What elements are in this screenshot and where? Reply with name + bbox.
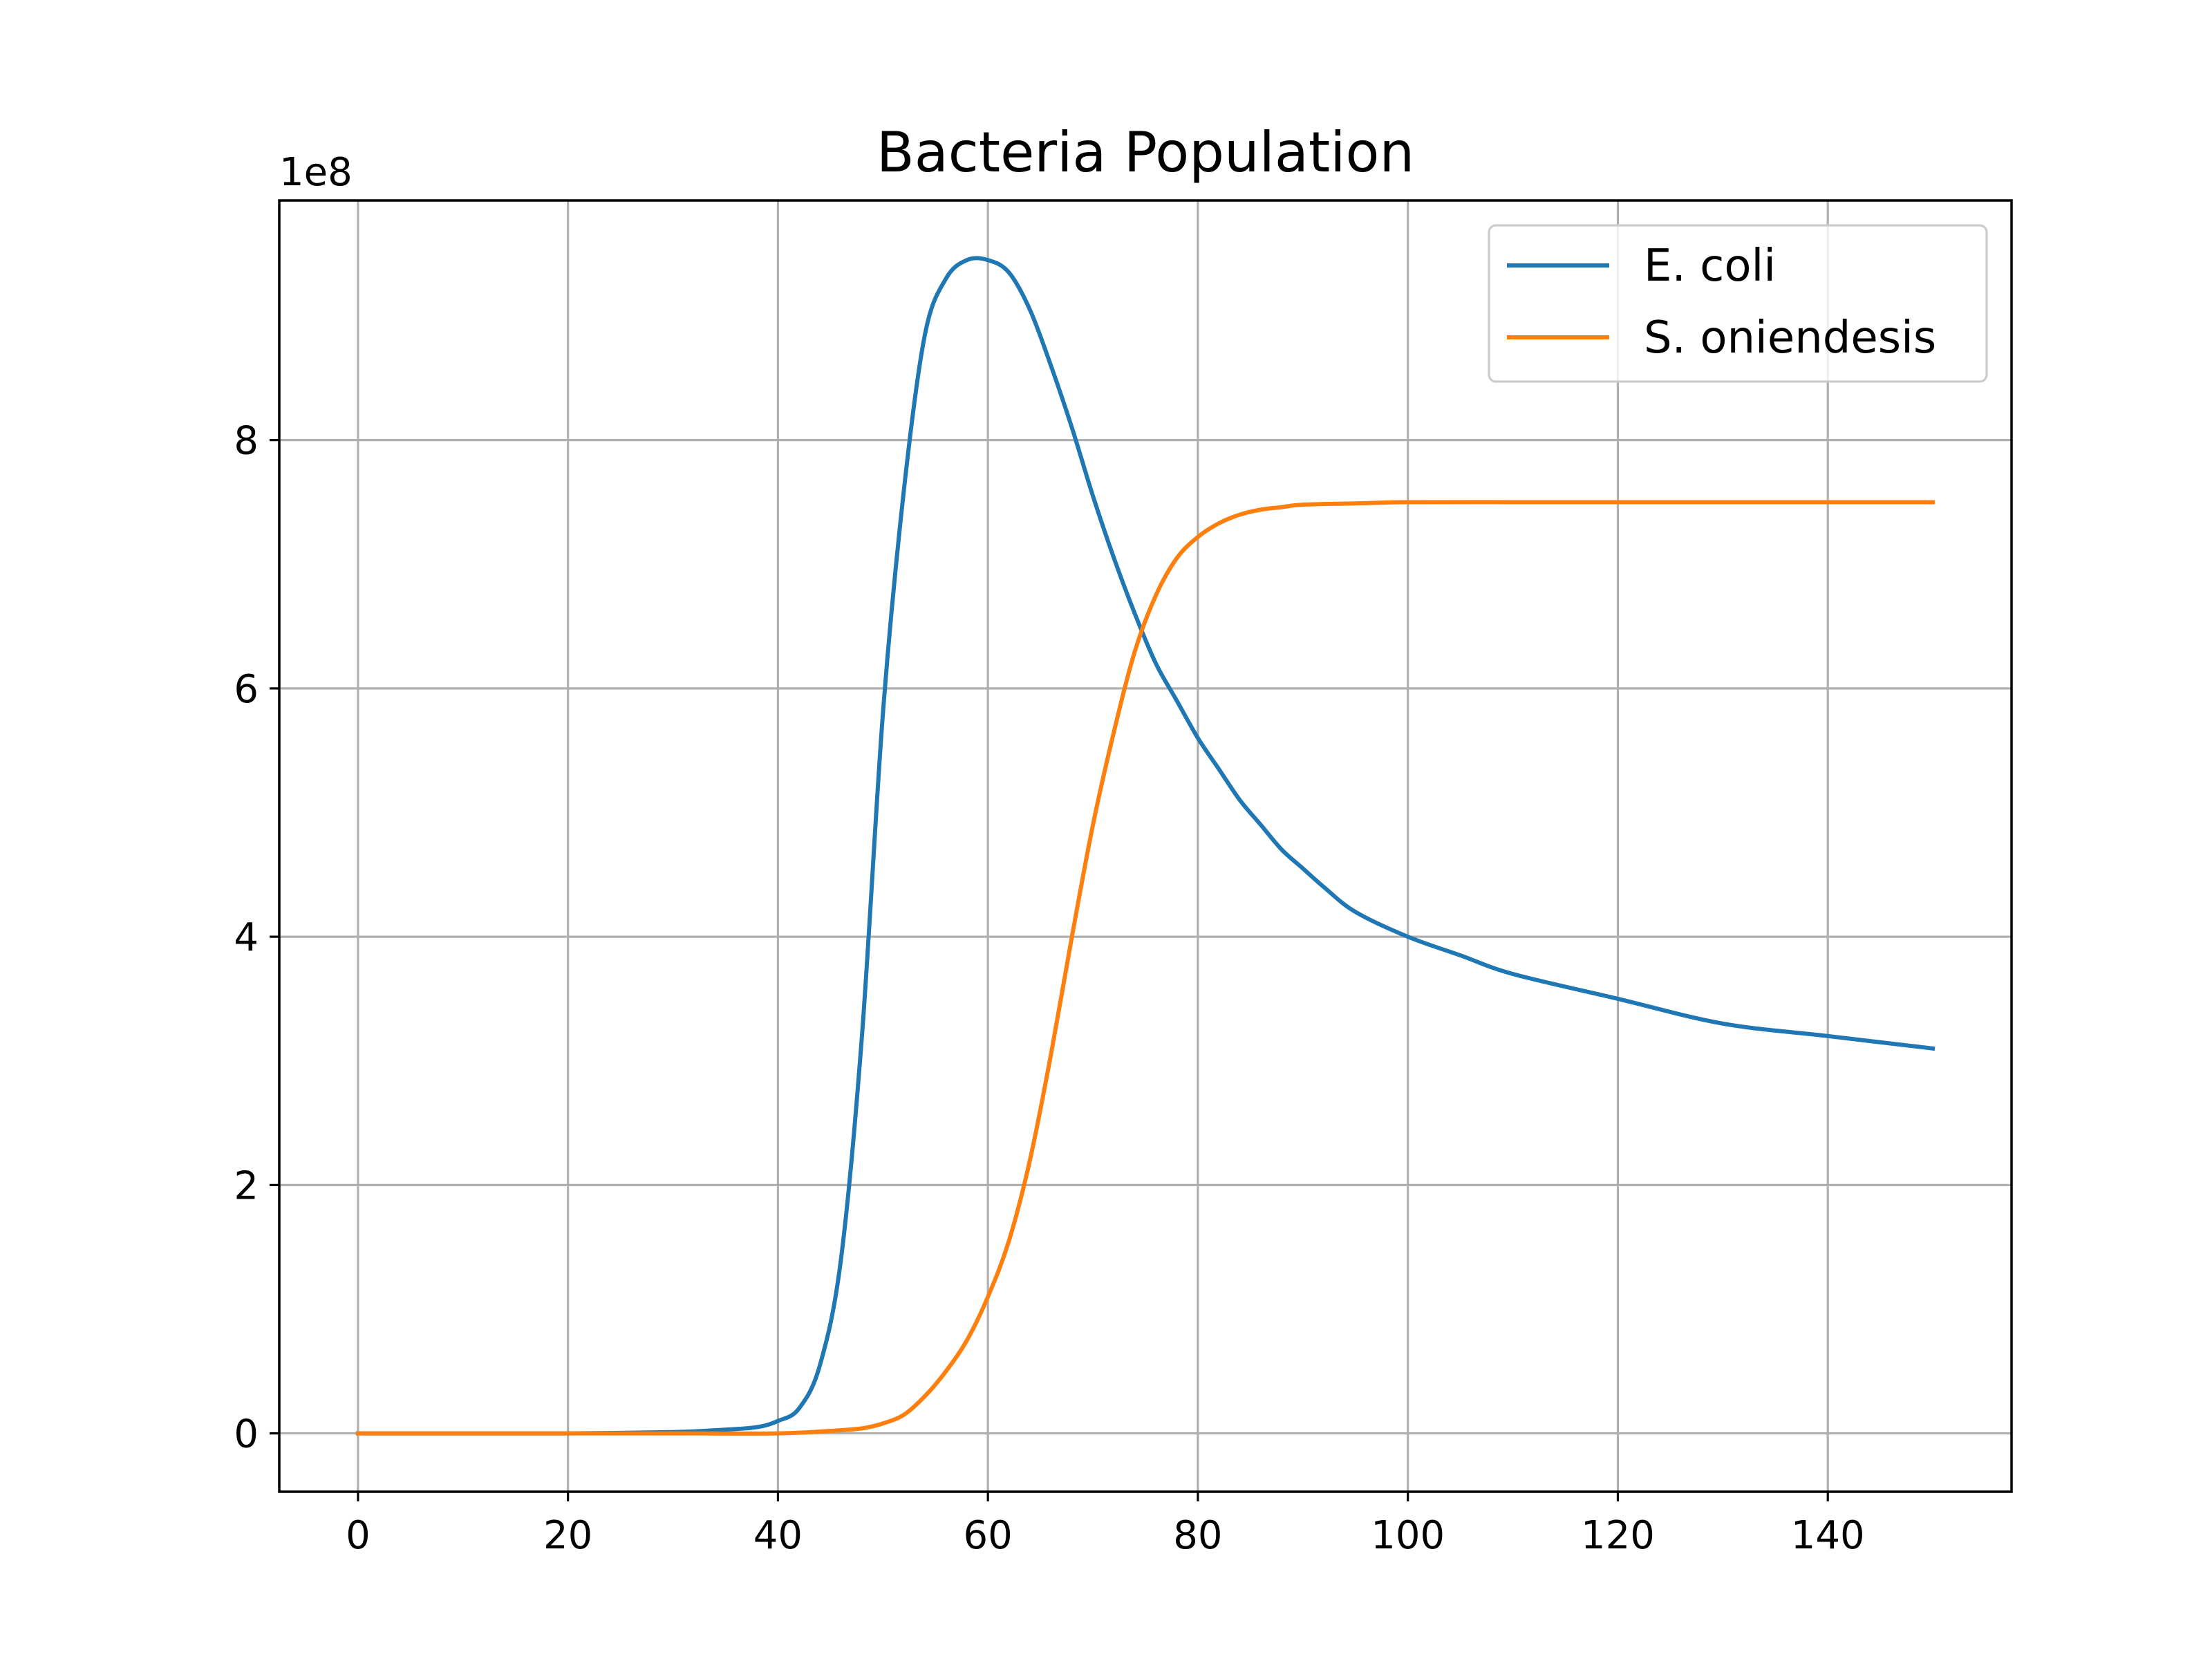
y-tick-label: 0 [234,1412,259,1457]
legend: E. coli S. oniendesis [1488,224,1988,383]
legend-label: E. coli [1644,241,1776,292]
y-tick-label: 8 [234,419,259,464]
x-tick-label: 120 [1581,1513,1655,1558]
x-tick-label: 20 [543,1513,592,1558]
legend-label: S. oniendesis [1644,312,1936,364]
y-tick-label: 2 [234,1163,259,1208]
series-line-e-coli [355,256,1936,1436]
x-tick-label: 80 [1173,1513,1222,1558]
chart-title: Bacteria Population [877,120,1414,185]
y-tick-label: 4 [234,915,259,960]
x-tick-label: 100 [1371,1513,1445,1558]
series-line-s-oniendesis [355,500,1936,1436]
y-tick-label: 6 [234,667,259,712]
y-axis-offset-label: 1e8 [279,150,353,195]
x-tick-label: 140 [1791,1513,1865,1558]
plot-area-frame [278,199,2013,1493]
axis-ticks: 0 20 40 60 80 100 120 140 0 2 4 6 8 [234,419,1864,1558]
x-tick-label: 60 [964,1513,1013,1558]
series-lines [355,256,1936,1436]
x-tick-label: 40 [753,1513,803,1558]
x-tick-label: 0 [346,1513,371,1558]
legend-box [1488,224,1988,383]
